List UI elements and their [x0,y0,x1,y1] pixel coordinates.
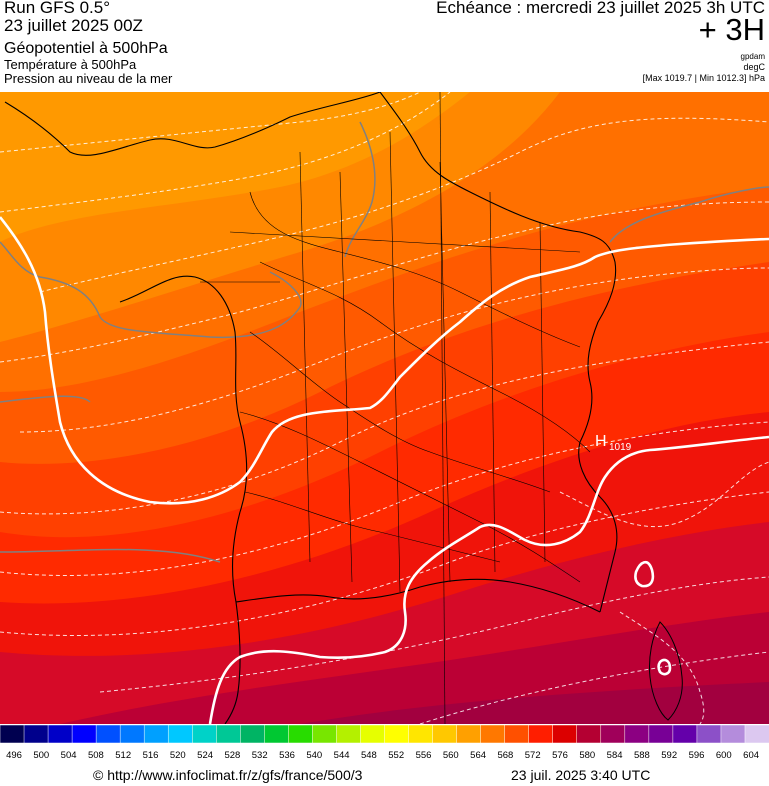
colorbar-swatch [264,725,290,744]
colorbar-label: 556 [416,750,432,761]
colorbar-swatch [696,725,722,744]
fill-level-9 [300,682,769,724]
geopotential-fill [0,92,769,724]
colorbar-swatch [384,725,410,744]
colorbar-swatch [47,725,73,744]
colorbar-swatch [672,725,698,744]
temperature-label: Température à 500hPa [4,57,137,72]
colorbar-label: 528 [224,750,240,761]
colorbar-swatch [648,725,674,744]
colorbar-swatch [167,725,194,744]
isobars [0,216,769,724]
high-pressure-value: 1019 [609,442,632,453]
isotherms [0,92,769,724]
coastline-grey [0,121,769,563]
colorbar-label: 596 [689,750,705,761]
colorbar-swatch [504,725,530,744]
colorbar-label: 500 [33,750,49,761]
colorbar-label: 560 [443,750,459,761]
colorbar-label: 584 [607,750,623,761]
colorbar-label: 512 [115,750,131,761]
colorbar-label: 540 [306,750,322,761]
colorbar-label: 604 [743,750,759,761]
colorbar-label: 544 [334,750,350,761]
colorbar-swatch [600,725,626,744]
colorbar-label: 508 [88,750,104,761]
footer-url[interactable]: © http://www.infoclimat.fr/z/gfs/france/… [93,767,363,783]
colorbar-label: 496 [6,750,22,761]
colorbar-label: 588 [634,750,650,761]
colorbar-swatch [744,725,769,744]
colorbar-swatch [71,725,97,744]
unit-temperature: degC [743,62,765,72]
colorbar-swatch [143,725,169,744]
colorbar-swatch [216,725,242,744]
colorbar-swatch [576,725,602,744]
colorbar-swatch [480,725,506,744]
colorbar-swatch [119,725,145,744]
colorbar-label: 520 [170,750,186,761]
colorbar-label: 548 [361,750,377,761]
corsica-outline [649,621,683,721]
colorbar-label: 576 [552,750,568,761]
colorbar-swatches [0,725,769,744]
colorbar-label: 504 [61,750,77,761]
colorbar-label: 580 [579,750,595,761]
geopotential-label: Géopotentiel à 500hPa [4,40,168,57]
unit-geopotential: gpdam [740,52,765,61]
colorbar-swatch [456,725,482,744]
colorbar-swatch [336,725,362,744]
pressure-label: Pression au niveau de la mer [4,71,173,86]
pressure-range: [Max 1019.7 | Min 1012.3] hPa [642,73,765,83]
colorbar-label: 600 [716,750,732,761]
colorbar-swatch [552,725,578,744]
footer-timestamp: 23 juil. 2025 3:40 UTC [511,767,651,783]
colorbar-label: 572 [525,750,541,761]
colorbar-swatch [624,725,650,744]
colorbar-label: 564 [470,750,486,761]
colorbar-swatch [192,725,218,744]
colorbar-label: 568 [497,750,513,761]
colorbar-swatch [360,725,386,744]
high-pressure-marker: H [595,433,607,450]
colorbar-swatch [95,725,121,744]
colorbar-swatch [0,725,25,744]
colorbar-swatch [288,725,314,744]
colorbar-label: 552 [388,750,404,761]
colorbar-swatch [528,725,554,744]
colorbar-swatch [312,725,338,744]
run-title: Run GFS 0.5° [4,0,111,17]
colorbar-label: 524 [197,750,213,761]
colorbar-label: 532 [252,750,268,761]
colorbar-labels: 496 500 504 508 512 516 520 524 528 532 536 540 544 5… [6,750,759,761]
colorbar-swatch [408,725,434,744]
department-borders [200,131,591,593]
colorbar-legend: 496 500 504 508 512 516 520 524 528 532 536 540 544 5… [0,725,769,761]
forecast-echeance: Echéance : mercredi 23 juillet 2025 3h U… [436,0,765,17]
run-date: 23 juillet 2025 00Z [4,16,143,35]
colorbar-swatch [720,725,746,744]
colorbar-swatch [23,725,49,744]
colorbar-label: 536 [279,750,295,761]
colorbar-swatch [432,725,458,744]
weather-map: H 1019 [0,92,769,724]
colorbar-label: 592 [661,750,677,761]
colorbar-label: 516 [143,750,159,761]
country-borders [4,92,618,724]
colorbar-swatch [240,725,266,744]
forecast-step: + 3H [698,12,765,47]
